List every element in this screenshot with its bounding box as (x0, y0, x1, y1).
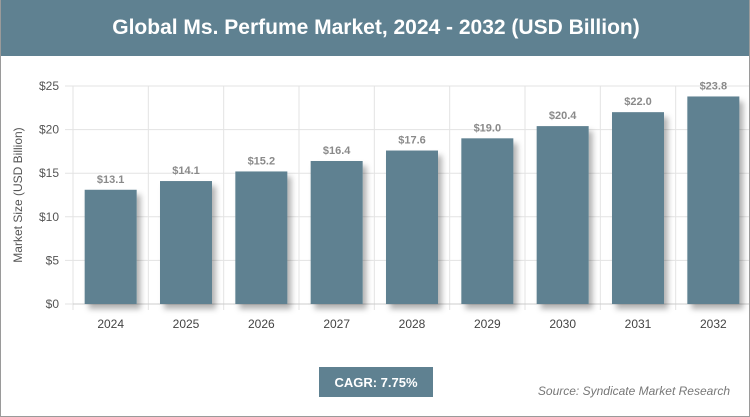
data-label: $20.4 (549, 110, 577, 122)
data-label: $22.0 (624, 96, 652, 108)
chart-title: Global Ms. Perfume Market, 2024 - 2032 (… (1, 0, 749, 56)
bar-2024 (84, 189, 137, 304)
y-tick-label: $25 (39, 79, 59, 93)
x-tick-label: 2031 (625, 317, 652, 331)
y-tick-label: $15 (39, 166, 59, 180)
bar-2030 (536, 126, 589, 304)
bar-2029 (461, 138, 514, 304)
x-tick-label: 2024 (97, 317, 124, 331)
data-label: $13.1 (97, 174, 125, 186)
x-tick-label: 2029 (474, 317, 501, 331)
x-tick-label: 2026 (248, 317, 275, 331)
data-label: $23.8 (700, 80, 728, 92)
cagr-badge: CAGR: 7.75% (319, 367, 433, 397)
bar-2026 (235, 171, 288, 304)
data-label: $19.0 (474, 122, 502, 134)
x-tick-label: 2028 (399, 317, 426, 331)
y-tick-label: $0 (46, 297, 60, 311)
bar-chart: $0 $5 $10 $15 $20 $25 Market Size (USD Billion… (11, 79, 749, 331)
x-tick-label: 2025 (173, 317, 200, 331)
data-label: $14.1 (172, 165, 200, 177)
data-label: $16.4 (323, 145, 351, 157)
bar-2028 (386, 150, 438, 304)
bar-2027 (310, 160, 363, 304)
x-tick-label: 2027 (323, 317, 350, 331)
y-tick-label: $10 (39, 210, 59, 224)
y-tick-label: $20 (39, 123, 59, 137)
source-note: Source: Syndicate Market Research (537, 384, 730, 398)
bar-2031 (612, 112, 664, 304)
bar-2025 (160, 181, 212, 304)
y-axis-title: Market Size (USD Billion) (11, 127, 25, 262)
x-tick-label: 2032 (700, 317, 727, 331)
bar-2032 (687, 96, 740, 304)
data-label: $15.2 (248, 155, 276, 167)
y-tick-label: $5 (46, 253, 60, 267)
data-label: $17.6 (398, 135, 426, 147)
x-tick-label: 2030 (549, 317, 576, 331)
